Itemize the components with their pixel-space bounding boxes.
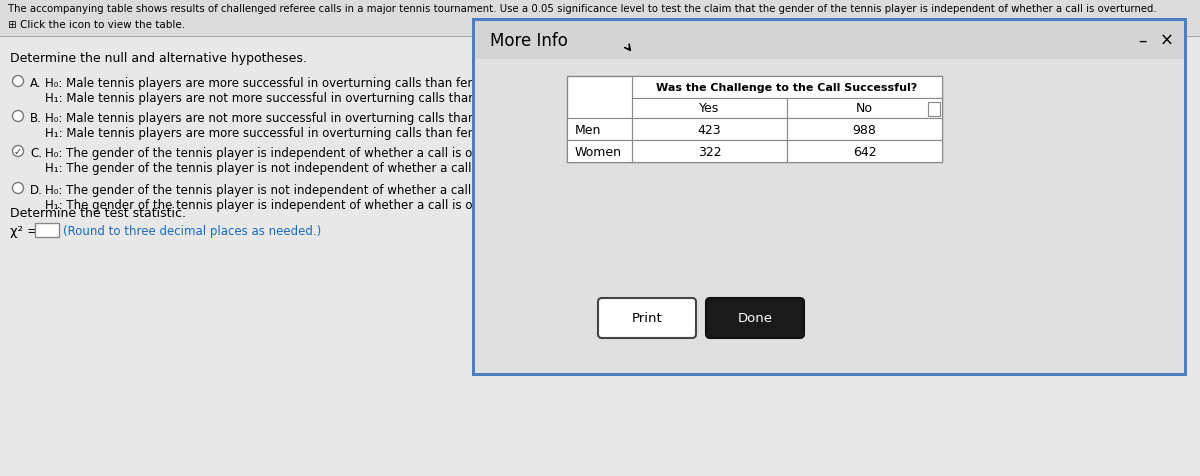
Bar [568,77,942,163]
Text: C.: C. [30,147,42,159]
Bar [632,77,942,99]
Bar [787,99,942,119]
Text: No: No [856,102,874,115]
Circle shape [12,183,24,194]
Text: Men: Men [575,123,601,136]
Bar [928,103,940,117]
Text: D.: D. [30,184,43,197]
Text: More Info: More Info [490,32,568,50]
Text: H₁: Male tennis players are more successful in overturning calls than female pla: H₁: Male tennis players are more success… [46,127,548,140]
Bar [0,0,1200,35]
Text: Determine the null and alternative hypotheses.: Determine the null and alternative hypot… [10,52,307,65]
Text: H₁: Male tennis players are not more successful in overturning calls than female: H₁: Male tennis players are not more suc… [46,92,571,105]
Bar [632,141,787,163]
Bar [787,119,942,141]
Text: ✓: ✓ [14,147,22,157]
Text: ···: ··· [594,37,606,50]
Bar [475,22,1184,373]
Circle shape [12,111,24,122]
Text: 423: 423 [697,123,721,136]
Text: χ² =: χ² = [10,225,38,238]
Text: H₀: The gender of the tennis player is independent of whether a call is overturn: H₀: The gender of the tennis player is i… [46,147,534,159]
Text: H₁: The gender of the tennis player is not independent of whether a call is over: H₁: The gender of the tennis player is n… [46,162,558,175]
Text: The accompanying table shows results of challenged referee calls in a major tenn: The accompanying table shows results of … [8,4,1157,14]
Text: B.: B. [30,112,42,125]
Text: A.: A. [30,77,42,90]
Bar [632,119,787,141]
Text: Print: Print [631,312,662,325]
FancyBboxPatch shape [706,298,804,338]
Text: Women: Women [575,145,622,158]
Bar [586,38,616,50]
Bar [787,141,942,163]
Bar [632,99,787,119]
Text: ···: ··· [594,39,606,49]
Bar [568,141,632,163]
Text: Determine the test statistic.: Determine the test statistic. [10,207,186,219]
Text: 322: 322 [697,145,721,158]
Text: 642: 642 [853,145,876,158]
Text: –: – [1138,32,1146,50]
Bar [35,224,59,238]
Text: ⊞ Click the icon to view the table.: ⊞ Click the icon to view the table. [8,20,185,30]
Text: H₁: The gender of the tennis player is independent of whether a call is overturn: H₁: The gender of the tennis player is i… [46,198,535,211]
Text: 988: 988 [852,123,876,136]
Text: Yes: Yes [700,102,720,115]
Circle shape [12,76,24,87]
Text: Was the Challenge to the Call Successful?: Was the Challenge to the Call Successful… [656,83,918,93]
Circle shape [12,146,24,157]
Bar [472,19,1187,376]
Bar [568,119,632,141]
Text: H₀: Male tennis players are not more successful in overturning calls than female: H₀: Male tennis players are not more suc… [46,112,571,125]
Text: (Round to three decimal places as needed.): (Round to three decimal places as needed… [64,225,322,238]
FancyBboxPatch shape [598,298,696,338]
Text: Done: Done [738,312,773,325]
Text: H₀: Male tennis players are more successful in overturning calls than female pla: H₀: Male tennis players are more success… [46,77,547,90]
Bar [475,22,1184,60]
Text: ×: × [1160,32,1174,50]
Text: H₀: The gender of the tennis player is not independent of whether a call is over: H₀: The gender of the tennis player is n… [46,184,558,197]
